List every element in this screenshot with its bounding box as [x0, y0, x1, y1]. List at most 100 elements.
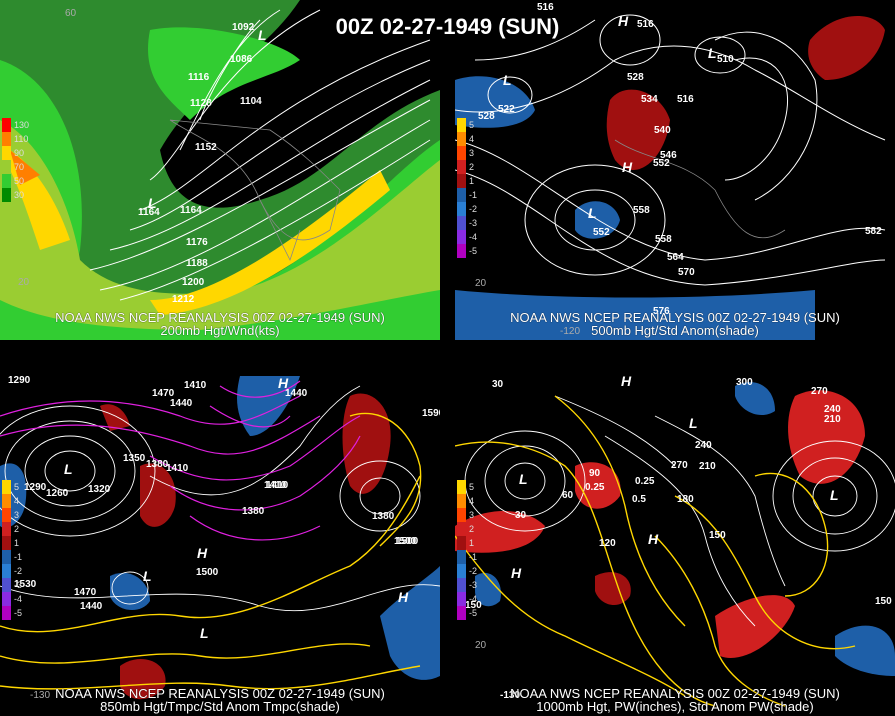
contour-label: 1590 — [422, 408, 440, 419]
legend-label: -3 — [14, 580, 23, 590]
contour-label: 0.25 — [635, 476, 655, 487]
contour-label: 60 — [562, 490, 574, 501]
contour-label: 0.5 — [632, 494, 646, 505]
contour-label: 1380 — [372, 511, 395, 522]
contour-label: 522 — [498, 104, 515, 115]
legend-swatch — [457, 174, 466, 188]
legend-swatch — [2, 606, 11, 620]
high-symbol: H — [278, 376, 289, 391]
legend-swatch — [457, 244, 466, 258]
legend-swatch — [2, 174, 11, 188]
contour-label: 1410 — [184, 380, 207, 391]
low-symbol: L — [200, 625, 209, 641]
legend-swatch — [2, 578, 11, 592]
contour-label: 0.25 — [585, 482, 605, 493]
legend-swatch — [457, 202, 466, 216]
lat-label: 20 — [18, 277, 30, 288]
low-symbol: L — [64, 461, 73, 477]
contour-label: 1410 — [264, 480, 287, 491]
caption-line2: 850mb Hgt/Tmpc/Std Anom Tmpc(shade) — [100, 699, 340, 714]
contour-label: 1380 — [146, 459, 169, 470]
contour-label: 1290 — [24, 482, 47, 493]
contour-label: 1440 — [80, 601, 103, 612]
caption-line1: NOAA NWS NCEP REANALYSIS 00Z 02-27-1949 … — [510, 310, 840, 325]
contour-label: 1410 — [166, 463, 189, 474]
contour-label: 90 — [589, 468, 601, 479]
contour-label: 1320 — [88, 484, 111, 495]
caption-line2: 500mb Hgt/Std Anom(shade) — [591, 323, 759, 338]
legend-label: 3 — [14, 510, 20, 520]
high-symbol: H — [648, 531, 659, 547]
low-symbol: L — [503, 72, 512, 88]
contour-label: -130 — [500, 690, 520, 701]
legend-swatch — [457, 606, 466, 620]
contour-label: 534 — [641, 94, 658, 105]
contour-label: 516 — [637, 19, 654, 30]
legend-label: -2 — [469, 204, 478, 214]
panel-200mb: 1092 1086 1116 1128 1104 1152 1164 1164 … — [0, 0, 440, 340]
legend-label: 3 — [469, 510, 475, 520]
contour-label: 1410 — [266, 480, 289, 491]
legend-label: 1 — [469, 176, 475, 186]
contour-label: 516 — [537, 2, 554, 13]
legend-label: -5 — [469, 246, 478, 256]
legend-label: 4 — [469, 134, 475, 144]
legend-label: -1 — [14, 552, 23, 562]
legend-swatch — [2, 188, 11, 202]
legend-swatch — [457, 550, 466, 564]
contour-label: 510 — [717, 54, 734, 65]
contour-label: 528 — [478, 111, 495, 122]
contour-label: 516 — [677, 94, 694, 105]
contour-label: 546 — [660, 150, 677, 161]
lat-label: -120 — [560, 326, 580, 337]
contour-label: 1200 — [182, 277, 205, 288]
contour-label: 1128 — [190, 98, 212, 109]
legend-swatch — [2, 160, 11, 174]
contour-label: 528 — [627, 72, 644, 83]
contour-label: 180 — [677, 494, 694, 505]
contour-label: 270 — [811, 386, 828, 397]
low-symbol: L — [519, 471, 528, 487]
contour-label: 558 — [633, 205, 650, 216]
lat-label: 20 — [475, 640, 487, 651]
legend-label: -4 — [14, 594, 23, 604]
contour-label: 1164 — [138, 207, 160, 218]
legend-swatch — [457, 230, 466, 244]
legend-label: -2 — [14, 566, 23, 576]
caption-line1: NOAA NWS NCEP REANALYSIS 00Z 02-27-1949 … — [55, 686, 385, 701]
legend-label: -1 — [469, 190, 478, 200]
legend-swatch — [2, 132, 11, 146]
contour-label: 1380 — [242, 506, 265, 517]
caption-line1: NOAA NWS NCEP REANALYSIS 00Z 02-27-1949 … — [510, 686, 840, 701]
contour-label: 1092 — [232, 22, 255, 33]
caption-line2: 1000mb Hgt, PW(inches), Std Anom PW(shad… — [536, 699, 814, 714]
contour-label: 1500 — [196, 567, 219, 578]
contour-label: 150 — [875, 596, 892, 607]
lat-label: 20 — [475, 278, 487, 289]
contour-label: 564 — [667, 252, 684, 263]
legend-label: -3 — [469, 580, 478, 590]
legend-500mb: 5 4 3 2 1 -1 -2 -3 -4 -5 — [457, 118, 477, 258]
legend-swatch — [2, 536, 11, 550]
contour-label: 150 — [465, 600, 482, 611]
legend-swatch — [2, 118, 11, 132]
legend-label: 5 — [14, 482, 20, 492]
legend-label: 1 — [14, 538, 20, 548]
legend-label: -1 — [469, 552, 478, 562]
legend-label: 4 — [469, 496, 475, 506]
contour-label: 270 — [671, 460, 688, 471]
panel-850mb: 1290 1350 1380 1410 1440 1470 1410 1440 … — [0, 376, 440, 716]
contour-label: 1086 — [230, 54, 253, 65]
legend-swatch — [457, 132, 466, 146]
legend-swatch — [2, 592, 11, 606]
legend-swatch — [457, 118, 466, 132]
contour-label: 558 — [655, 234, 672, 245]
legend-label: -5 — [469, 608, 478, 618]
legend-swatch — [2, 522, 11, 536]
legend-label: 5 — [469, 120, 475, 130]
contour-label: 1500 — [396, 536, 419, 547]
low-symbol: L — [258, 27, 267, 43]
legend-swatch — [457, 578, 466, 592]
legend-label: 90 — [14, 148, 25, 158]
legend-swatch — [457, 508, 466, 522]
